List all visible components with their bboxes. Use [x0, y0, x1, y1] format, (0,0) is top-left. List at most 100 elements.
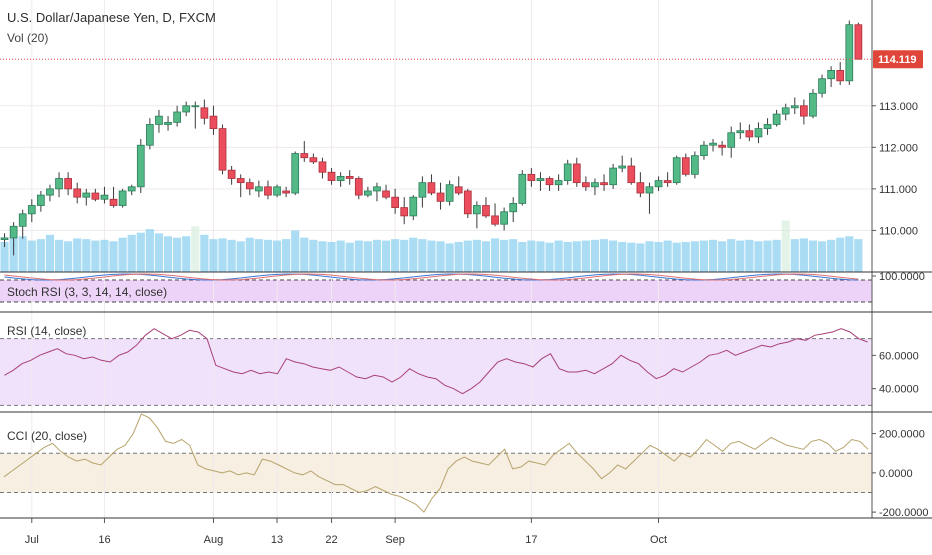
candle-body[interactable]	[709, 142, 717, 146]
candle-body[interactable]	[127, 186, 136, 192]
candle-body[interactable]	[681, 157, 690, 175]
candle-body[interactable]	[291, 153, 300, 194]
candle-body[interactable]	[636, 182, 645, 194]
candle-body[interactable]	[509, 203, 518, 213]
candle-body[interactable]	[209, 115, 218, 130]
candle-body[interactable]	[827, 70, 835, 80]
candle-body[interactable]	[545, 178, 554, 186]
candle-body[interactable]	[463, 190, 472, 215]
candle-body[interactable]	[491, 215, 499, 225]
candle-body[interactable]	[64, 178, 72, 190]
candle-body[interactable]	[563, 163, 572, 181]
candle-body[interactable]	[300, 153, 309, 159]
candle-body[interactable]	[200, 107, 209, 119]
candle-body[interactable]	[136, 144, 145, 188]
candle-body[interactable]	[691, 155, 699, 175]
candle-body[interactable]	[500, 211, 508, 225]
volume-bar	[82, 239, 91, 272]
candle-body[interactable]	[400, 207, 409, 217]
candle-body[interactable]	[745, 130, 754, 138]
candle-body[interactable]	[336, 176, 345, 181]
candle-body[interactable]	[164, 121, 172, 125]
candle-body[interactable]	[663, 180, 672, 184]
candle-body[interactable]	[418, 182, 427, 198]
candle-body[interactable]	[245, 182, 254, 190]
candle-body[interactable]	[609, 167, 617, 186]
candle-body[interactable]	[0, 237, 9, 240]
candle-body[interactable]	[264, 186, 272, 196]
candle-body[interactable]	[309, 157, 318, 163]
candle-body[interactable]	[227, 169, 236, 179]
candle-body[interactable]	[327, 171, 336, 181]
candle-body[interactable]	[354, 178, 363, 196]
candle-body[interactable]	[554, 180, 563, 186]
candle-body[interactable]	[600, 182, 608, 186]
candle-body[interactable]	[73, 188, 82, 198]
volume-bar	[381, 240, 391, 272]
candle-body[interactable]	[518, 173, 527, 204]
candle-body[interactable]	[173, 111, 181, 123]
candle-body[interactable]	[273, 186, 281, 196]
candle-body[interactable]	[818, 78, 826, 94]
candle-body[interactable]	[781, 107, 790, 115]
candle-body[interactable]	[854, 24, 863, 60]
candle-body[interactable]	[155, 115, 163, 125]
candle-body[interactable]	[191, 105, 200, 108]
candle-body[interactable]	[527, 173, 536, 181]
candle-body[interactable]	[763, 124, 772, 130]
candle-body[interactable]	[118, 190, 127, 206]
candle-body[interactable]	[382, 190, 390, 198]
candle-body[interactable]	[373, 186, 381, 192]
candle-body[interactable]	[146, 124, 154, 146]
candle-body[interactable]	[582, 182, 590, 188]
candle-body[interactable]	[9, 225, 18, 239]
candle-body[interactable]	[364, 190, 372, 196]
candle-body[interactable]	[800, 105, 808, 117]
candle-body[interactable]	[736, 130, 745, 134]
candle-body[interactable]	[809, 92, 817, 117]
candle-body[interactable]	[727, 132, 736, 148]
candle-body[interactable]	[318, 161, 327, 173]
candle-body[interactable]	[236, 178, 245, 184]
candle-body[interactable]	[700, 144, 708, 157]
candle-body[interactable]	[109, 198, 118, 206]
candle-body[interactable]	[718, 144, 726, 148]
candle-body[interactable]	[454, 186, 463, 194]
candle-body[interactable]	[473, 205, 481, 215]
candle-body[interactable]	[672, 157, 681, 184]
candle-body[interactable]	[645, 186, 654, 194]
candle-body[interactable]	[772, 113, 781, 125]
candle-body[interactable]	[654, 180, 663, 188]
candle-body[interactable]	[790, 105, 799, 109]
candle-body[interactable]	[572, 163, 581, 184]
candle-body[interactable]	[91, 192, 100, 200]
candle-body[interactable]	[345, 176, 354, 179]
candle-body[interactable]	[255, 186, 263, 192]
candle-body[interactable]	[100, 194, 109, 200]
candle-body[interactable]	[618, 165, 627, 169]
candle-body[interactable]	[82, 192, 91, 198]
volume-bar	[45, 234, 55, 272]
candle-body[interactable]	[845, 24, 854, 82]
candle-body[interactable]	[427, 182, 436, 194]
candle-body[interactable]	[436, 192, 445, 202]
candle-body[interactable]	[836, 70, 845, 82]
candle-body[interactable]	[282, 190, 290, 194]
candle-body[interactable]	[18, 213, 27, 227]
candle-body[interactable]	[218, 128, 227, 171]
candle-body[interactable]	[37, 194, 45, 206]
candle-body[interactable]	[591, 182, 599, 188]
candle-body[interactable]	[391, 196, 399, 208]
candle-body[interactable]	[482, 205, 490, 217]
candle-body[interactable]	[409, 196, 418, 217]
candle-body[interactable]	[445, 184, 454, 202]
candle-body[interactable]	[182, 105, 191, 113]
candle-body[interactable]	[627, 165, 636, 184]
candle-body[interactable]	[55, 178, 63, 190]
candle-body[interactable]	[754, 128, 763, 138]
candle-body[interactable]	[46, 188, 54, 196]
candle-body[interactable]	[27, 205, 36, 215]
candle-body[interactable]	[536, 178, 545, 181]
